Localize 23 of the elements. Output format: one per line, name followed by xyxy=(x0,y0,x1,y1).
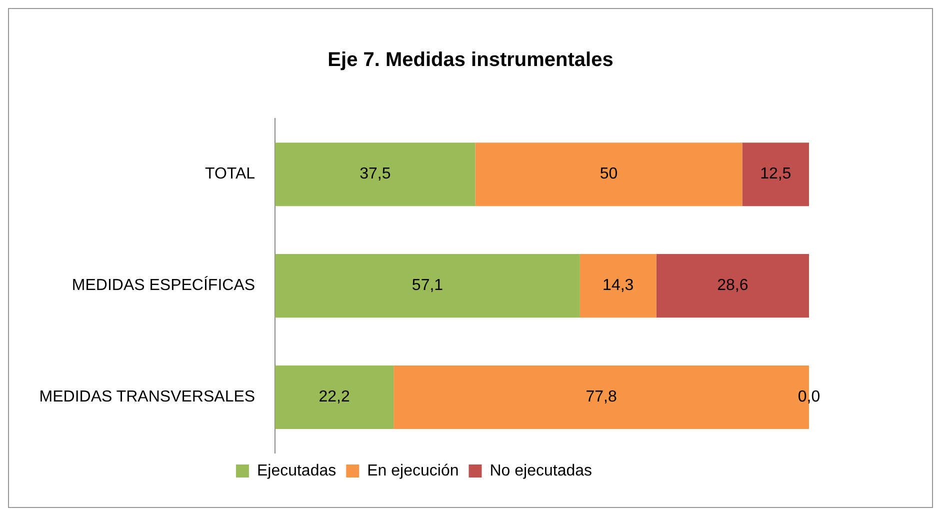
legend-label: En ejecución xyxy=(367,462,459,480)
data-label: 77,8 xyxy=(586,388,617,406)
bar xyxy=(275,254,580,318)
data-label: 57,1 xyxy=(412,277,444,294)
bar xyxy=(275,366,394,430)
legend-label: No ejecutadas xyxy=(490,462,592,480)
data-label: 14,3 xyxy=(602,277,634,294)
bar xyxy=(475,142,742,206)
bar xyxy=(580,254,656,318)
legend-label: Ejecutadas xyxy=(256,462,336,480)
bar xyxy=(656,254,809,318)
bar xyxy=(742,142,809,206)
y-tick-label: MEDIDAS TRANSVERSALES xyxy=(39,388,256,406)
bar xyxy=(275,142,476,206)
data-label: 0,0 xyxy=(798,388,820,406)
data-label: 37,5 xyxy=(360,166,391,183)
y-tick-label: MEDIDAS ESPECÍFICAS xyxy=(72,276,256,294)
chart-title: Eje 7. Medidas instrumentales xyxy=(326,48,614,73)
data-label: 22,2 xyxy=(318,388,350,406)
data-label: 50 xyxy=(600,166,618,183)
data-label: 28,6 xyxy=(717,277,748,294)
data-label: 12,5 xyxy=(760,166,792,183)
y-tick-label: TOTAL xyxy=(204,166,256,183)
